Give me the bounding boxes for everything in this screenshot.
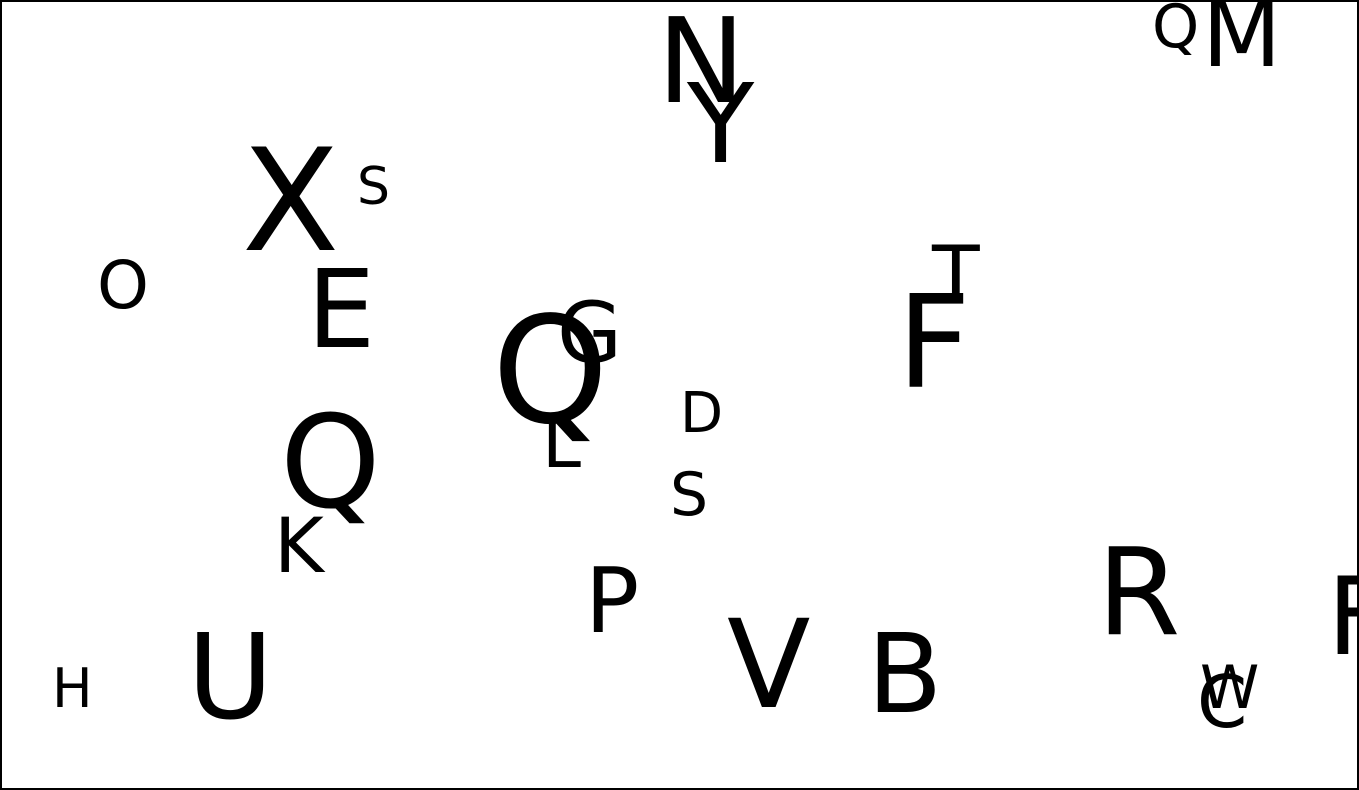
letter-b-21: B	[867, 610, 942, 738]
letter-q-15: Q	[280, 389, 381, 538]
letter-m-3: M	[1202, 2, 1281, 88]
letter-w-24: W	[1200, 653, 1259, 723]
letter-q-2: Q	[1152, 2, 1199, 62]
letter-t-8: T	[931, 231, 980, 321]
letter-u-23: U	[187, 608, 273, 746]
letter-v-20: V	[727, 594, 810, 736]
letter-q-11: Q	[492, 285, 609, 457]
letter-s-5: S	[357, 157, 390, 217]
letter-f-19: F	[1327, 555, 1357, 680]
letter-n-0: N	[657, 2, 745, 130]
letter-e-7: E	[307, 248, 375, 373]
letter-x-4: X	[242, 119, 339, 284]
letter-y-1: Y	[686, 60, 755, 188]
letter-o-6: O	[97, 247, 149, 324]
letter-g-9: G	[557, 284, 622, 382]
letter-c-25: C	[1197, 660, 1247, 744]
letter-f-10: F	[897, 269, 971, 418]
letter-s-14: S	[670, 460, 708, 530]
letter-h-22: H	[52, 657, 93, 720]
letter-k-16: K	[274, 501, 326, 590]
letter-l-12: L	[542, 402, 581, 484]
letter-d-13: D	[680, 381, 723, 446]
letter-r-18: R	[1097, 524, 1180, 663]
letter-p-17: P	[585, 549, 639, 654]
